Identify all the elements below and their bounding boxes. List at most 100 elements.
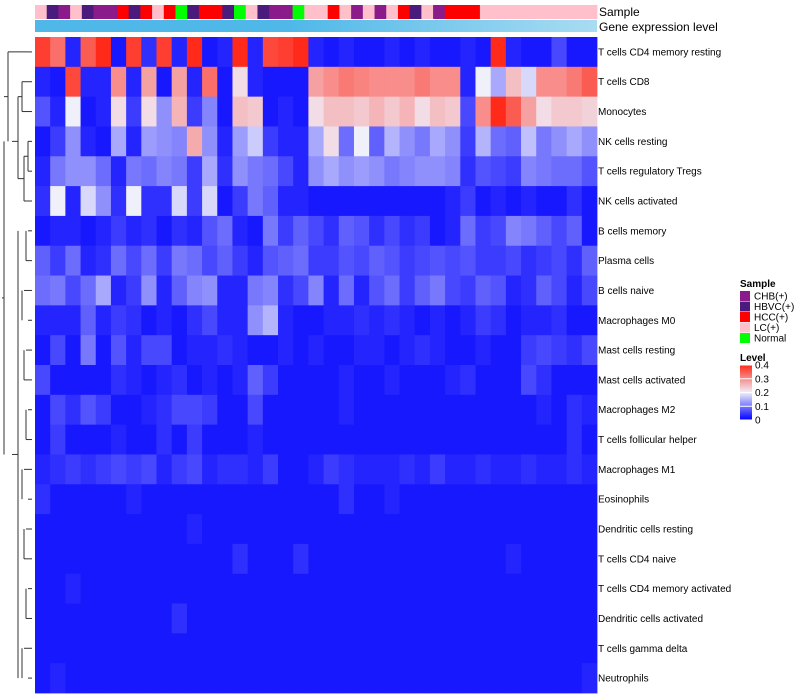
- heatmap-cell: [217, 514, 233, 545]
- heatmap-cell: [505, 215, 522, 247]
- heatmap-cell: [126, 66, 142, 98]
- heatmap-cell: [278, 484, 294, 515]
- heatmap-cell: [247, 454, 264, 485]
- sample-annotation-cell: [152, 5, 165, 19]
- heatmap-cell: [581, 454, 598, 485]
- sample-annotation-cell: [526, 5, 539, 19]
- heatmap-cell: [156, 663, 173, 694]
- heatmap-cell: [581, 66, 598, 98]
- heatmap-cell: [186, 126, 203, 157]
- heatmap-cell: [247, 37, 264, 68]
- heatmap-cell: [353, 126, 370, 157]
- heatmap-cell: [50, 365, 66, 396]
- heatmap-cell: [126, 394, 142, 426]
- heatmap-cell: [126, 663, 142, 694]
- heatmap-cell: [536, 454, 552, 485]
- heatmap-cell: [141, 96, 157, 127]
- heatmap-cell: [110, 37, 127, 68]
- sample-annotation-cell: [198, 5, 212, 19]
- heatmap-cell: [475, 394, 492, 426]
- heatmap-cell: [490, 275, 507, 306]
- heatmap-cell: [202, 126, 218, 157]
- heatmap-cell: [566, 484, 583, 515]
- sample-annotation-cell: [292, 5, 305, 19]
- heatmap-cell: [202, 245, 218, 276]
- heatmap-cell: [399, 275, 416, 306]
- heatmap-cell: [293, 275, 309, 306]
- heatmap-cell: [369, 603, 385, 634]
- heatmap-cell: [551, 126, 568, 157]
- heatmap-cell: [95, 156, 112, 187]
- heatmap-cell: [202, 66, 218, 98]
- heatmap-cell: [460, 573, 476, 604]
- heatmap-cell: [445, 37, 461, 68]
- heatmap-cell: [262, 305, 279, 336]
- heatmap-cell: [80, 37, 97, 68]
- heatmap-cell: [551, 96, 568, 127]
- heatmap-cell: [278, 424, 294, 455]
- sample-annotation-cell: [538, 5, 551, 19]
- sample-annotation-cell: [561, 5, 574, 19]
- heatmap-cell: [338, 215, 355, 247]
- heatmap-cell: [338, 514, 355, 545]
- heatmap-cell: [384, 424, 400, 455]
- heatmap-cell: [338, 424, 355, 455]
- heatmap-cell: [126, 96, 142, 127]
- heatmap-cell: [65, 305, 81, 336]
- heatmap-cell: [369, 394, 385, 426]
- heatmap-cell: [490, 365, 507, 396]
- heatmap-cell: [323, 245, 340, 276]
- heatmap-cell: [399, 66, 416, 98]
- heatmap-cell: [110, 394, 127, 426]
- heatmap-cell: [581, 514, 598, 545]
- heatmap-cell: [217, 573, 233, 604]
- sample-annotation-cell: [81, 5, 94, 19]
- heatmap-cell: [399, 454, 416, 485]
- heatmap-cell: [80, 365, 97, 396]
- heatmap-cell: [323, 454, 340, 485]
- heatmap-cell: [293, 305, 309, 336]
- heatmap-cell: [156, 305, 173, 336]
- heatmap-cell: [414, 156, 431, 187]
- row-label: Dendritic cells activated: [598, 614, 703, 625]
- heatmap-cell: [505, 335, 522, 366]
- heatmap-cell: [414, 424, 431, 455]
- heatmap-cell: [521, 424, 537, 455]
- heatmap-cell: [171, 37, 188, 68]
- heatmap-cell: [338, 573, 355, 604]
- heatmap-cell: [536, 96, 552, 127]
- heatmap-cell: [293, 514, 309, 545]
- heatmap-cell: [95, 663, 112, 694]
- heatmap-cell: [262, 573, 279, 604]
- row-label: Eosinophils: [598, 495, 649, 506]
- heatmap-cell: [414, 454, 431, 485]
- heatmap-cell: [536, 126, 552, 157]
- heatmap-cell: [566, 394, 583, 426]
- heatmap-cell: [262, 424, 279, 455]
- heatmap-cell: [490, 96, 507, 127]
- heatmap-cell: [217, 245, 233, 276]
- heatmap-cell: [566, 454, 583, 485]
- heatmap-cell: [353, 156, 370, 187]
- sample-annotation-cell: [397, 5, 411, 19]
- heatmap-cell: [186, 663, 203, 694]
- heatmap-cell: [338, 245, 355, 276]
- heatmap-cell: [323, 66, 340, 98]
- heatmap-cell: [414, 305, 431, 336]
- heatmap-cell: [65, 424, 81, 455]
- heatmap-cell: [156, 215, 173, 247]
- heatmap-cell: [399, 484, 416, 515]
- heatmap-cell: [581, 394, 598, 426]
- sample-annotation-cell: [386, 5, 399, 19]
- heatmap-cell: [65, 275, 81, 306]
- heatmap-cell: [460, 454, 476, 485]
- heatmap-cell: [490, 186, 507, 217]
- heatmap-cell: [308, 454, 324, 485]
- heatmap-cell: [460, 603, 476, 634]
- heatmap-cell: [247, 245, 264, 276]
- heatmap-cell: [278, 573, 294, 604]
- heatmap-cell: [429, 275, 446, 306]
- sample-annotation-cell: [93, 5, 106, 19]
- heatmap-cell: [353, 633, 370, 664]
- heatmap-cell: [414, 186, 431, 217]
